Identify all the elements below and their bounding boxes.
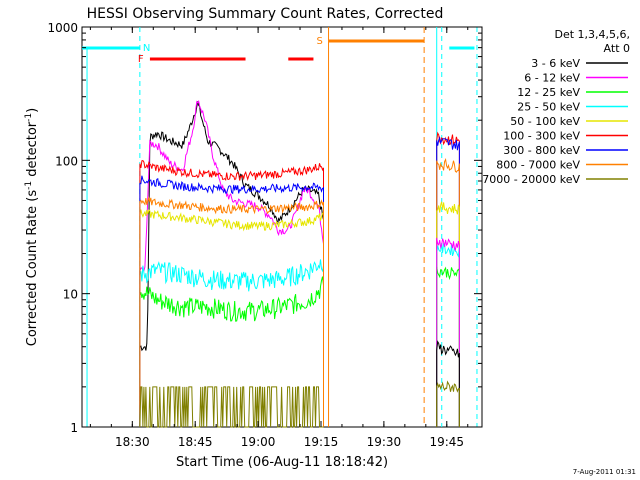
x-tick-label: 19:30 [367, 435, 402, 449]
series-line-second-interval [436, 266, 460, 427]
x-tick-label: 19:15 [304, 435, 339, 449]
legend-header-line-1: Det 1,3,4,5,6, [554, 28, 630, 41]
series-line [139, 175, 324, 427]
series-line [139, 259, 324, 427]
x-tick-label: 19:45 [429, 435, 464, 449]
series-line [139, 386, 324, 428]
legend-entry-label: 50 - 100 keV [510, 115, 580, 128]
series-line-second-interval [436, 158, 460, 427]
series-line-second-interval [436, 380, 460, 427]
series-line [139, 195, 324, 427]
series-line-second-interval [436, 136, 460, 427]
series-line-second-interval [436, 131, 460, 427]
series-line-second-interval [436, 237, 460, 427]
y-tick-label: 1 [70, 421, 78, 435]
legend-entry-label: 25 - 50 keV [517, 101, 580, 114]
x-tick-label: 18:30 [115, 435, 150, 449]
legend-entry-label: 7000 - 20000 keV [482, 173, 580, 186]
series-line-second-interval [436, 201, 460, 427]
legend-entry-label: 100 - 300 keV [503, 130, 580, 143]
x-tick-label: 19:00 [241, 435, 276, 449]
x-tick-label: 18:45 [178, 435, 213, 449]
series-line-second-interval [436, 242, 460, 427]
y-axis-label: Corrected Count Rate (s-1 detector-1) [24, 108, 40, 346]
legend-entry-label: 300 - 800 keV [503, 144, 580, 157]
series-line-second-interval [436, 340, 460, 427]
saa-flag-label: S [317, 36, 323, 47]
y-tick-label: 1000 [47, 21, 78, 35]
chart-title: HESSI Observing Summary Count Rates, Cor… [87, 6, 444, 22]
plot-frame [81, 26, 483, 428]
legend-entry-label: 6 - 12 keV [524, 72, 580, 85]
flare-flag-label: F [138, 54, 144, 65]
plot-area: NF S 18:30 18:45 19:00 19:15 19:30 19:45 1 10 100… [47, 21, 483, 449]
series-line [139, 160, 324, 427]
y-tick-label: 100 [55, 154, 78, 168]
series-line [139, 276, 324, 427]
y-tick-label: 10 [63, 288, 78, 302]
x-axis-label: Start Time (06-Aug-11 18:18:42) [176, 455, 388, 470]
series-line [139, 101, 324, 427]
legend-header-line-2: Att 0 [604, 42, 630, 55]
legend: Det 1,3,4,5,6, Att 0 3 - 6 keV 6 - 12 keV… [482, 28, 630, 186]
date-stamp: 7-Aug-2011 01:31 [573, 468, 636, 476]
legend-entry-label: 12 - 25 keV [517, 86, 580, 99]
series-line [139, 99, 324, 427]
legend-entry-label: 3 - 6 keV [531, 57, 580, 70]
night-flag-label: N [143, 43, 150, 54]
legend-entry-label: 800 - 7000 keV [496, 159, 580, 172]
series-line [139, 209, 324, 427]
